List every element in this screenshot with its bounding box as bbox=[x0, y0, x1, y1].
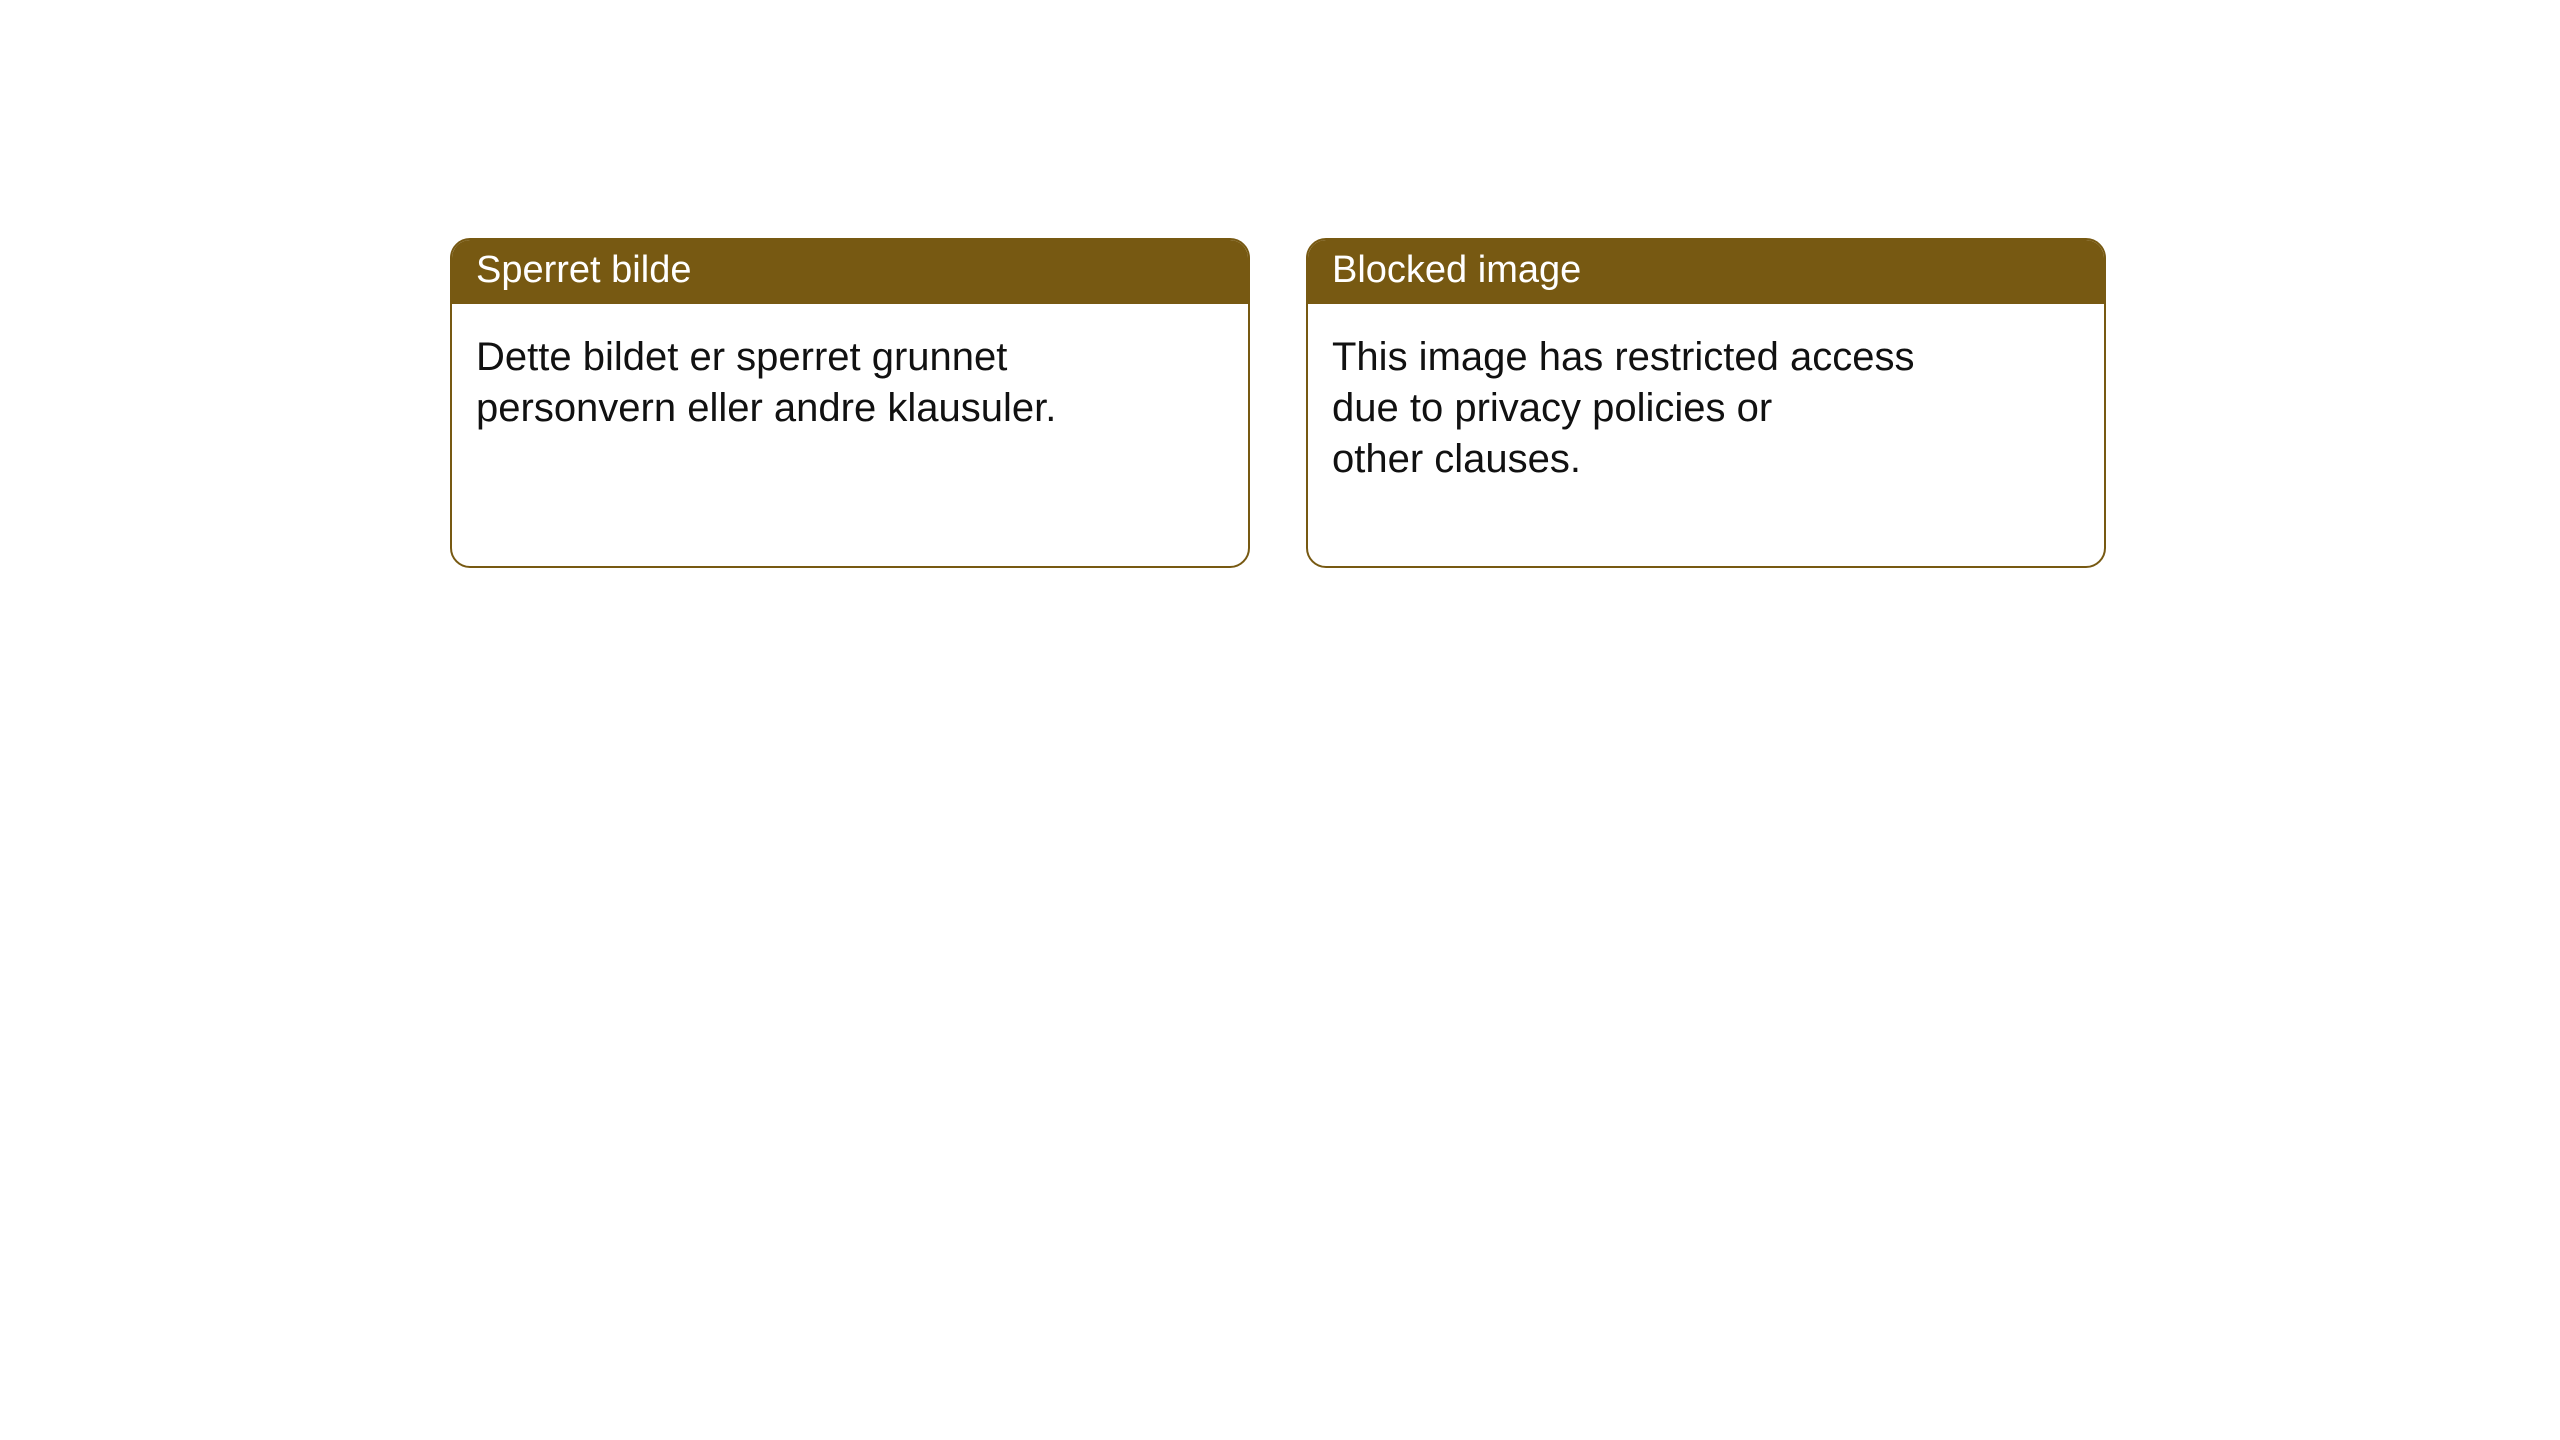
notice-container: Sperret bilde Dette bildet er sperret gr… bbox=[0, 0, 2560, 568]
notice-title-no: Sperret bilde bbox=[452, 240, 1248, 304]
notice-box-en: Blocked image This image has restricted … bbox=[1306, 238, 2106, 568]
notice-title-en: Blocked image bbox=[1308, 240, 2104, 304]
notice-box-no: Sperret bilde Dette bildet er sperret gr… bbox=[450, 238, 1250, 568]
notice-body-en: This image has restricted access due to … bbox=[1308, 304, 2104, 486]
notice-body-no: Dette bildet er sperret grunnet personve… bbox=[452, 304, 1248, 434]
